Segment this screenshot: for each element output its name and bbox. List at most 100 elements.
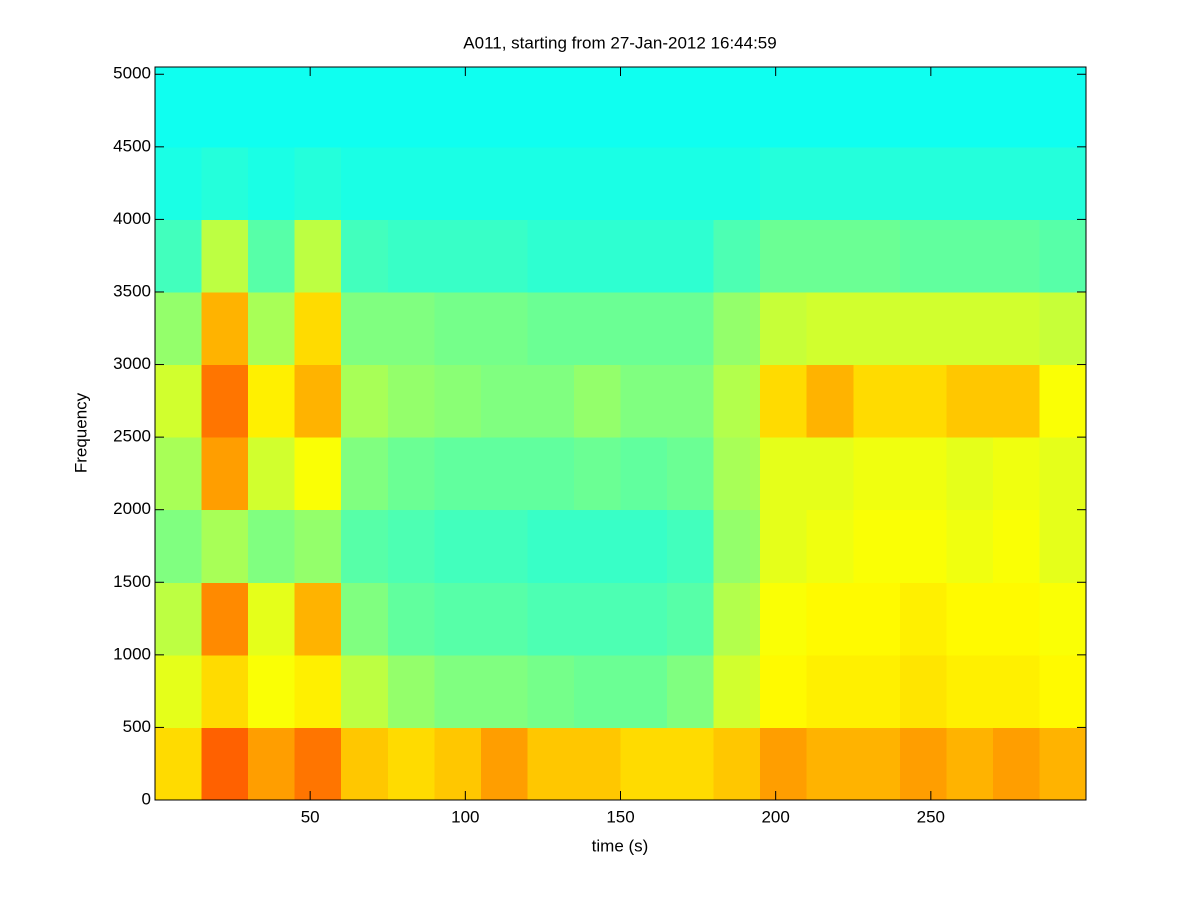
cell — [806, 364, 854, 438]
cell — [713, 727, 761, 801]
cell — [527, 291, 575, 366]
cell — [853, 291, 901, 366]
cell — [992, 437, 1040, 511]
y-tick-label: 3500 — [113, 281, 151, 300]
cell — [480, 219, 528, 293]
cell — [667, 146, 715, 220]
cell — [573, 146, 621, 220]
cell — [527, 582, 575, 656]
cell — [527, 654, 575, 728]
cell — [480, 437, 528, 511]
cell — [155, 727, 203, 801]
cell — [155, 582, 203, 656]
cell — [341, 67, 389, 148]
cell — [667, 582, 715, 656]
cell — [434, 582, 482, 656]
cell — [760, 67, 808, 148]
cell — [899, 146, 947, 220]
cell — [992, 291, 1040, 366]
cell — [946, 582, 994, 656]
cell — [992, 67, 1040, 148]
cell — [434, 509, 482, 583]
cell — [201, 437, 249, 511]
cell — [573, 582, 621, 656]
cell — [434, 437, 482, 511]
cell — [853, 219, 901, 293]
cell — [946, 654, 994, 728]
x-tick-label: 50 — [301, 807, 320, 826]
cell — [155, 437, 203, 511]
cell — [946, 291, 994, 366]
cell — [341, 727, 389, 801]
cell — [387, 291, 435, 366]
cell — [899, 509, 947, 583]
cell — [806, 727, 854, 801]
x-tick-label: 100 — [451, 807, 479, 826]
cell — [806, 146, 854, 220]
cell — [341, 509, 389, 583]
cell — [806, 654, 854, 728]
cell — [1039, 67, 1087, 148]
y-tick-label: 5000 — [113, 64, 151, 83]
cell — [341, 219, 389, 293]
cell — [667, 509, 715, 583]
cell — [946, 67, 994, 148]
cell — [480, 509, 528, 583]
cell — [248, 654, 296, 728]
cell — [527, 509, 575, 583]
cell — [248, 146, 296, 220]
heatmap-cells — [155, 67, 1087, 801]
cell — [853, 437, 901, 511]
y-tick-label: 4500 — [113, 136, 151, 155]
cell — [713, 437, 761, 511]
cell — [434, 654, 482, 728]
cell — [1039, 582, 1087, 656]
cell — [760, 727, 808, 801]
cell — [480, 67, 528, 148]
cell — [806, 67, 854, 148]
cell — [667, 437, 715, 511]
cell — [387, 727, 435, 801]
y-axis-label: Frequency — [71, 392, 90, 473]
cell — [387, 219, 435, 293]
cell — [620, 67, 668, 148]
cell — [853, 67, 901, 148]
cell — [527, 437, 575, 511]
y-tick-label: 2000 — [113, 499, 151, 518]
cell — [527, 364, 575, 438]
cell — [853, 582, 901, 656]
cell — [480, 364, 528, 438]
cell — [992, 146, 1040, 220]
cell — [1039, 364, 1087, 438]
cell — [760, 654, 808, 728]
cell — [573, 654, 621, 728]
cell — [899, 582, 947, 656]
cell — [201, 219, 249, 293]
cell — [667, 67, 715, 148]
cell — [387, 364, 435, 438]
cell — [992, 364, 1040, 438]
cell — [620, 582, 668, 656]
cell — [899, 219, 947, 293]
cell — [713, 291, 761, 366]
cell — [760, 364, 808, 438]
cell — [806, 291, 854, 366]
cell — [294, 364, 342, 438]
cell — [853, 509, 901, 583]
x-tick-label: 250 — [917, 807, 945, 826]
cell — [620, 219, 668, 293]
y-tick-label: 1500 — [113, 572, 151, 591]
cell — [248, 509, 296, 583]
cell — [294, 654, 342, 728]
cell — [713, 582, 761, 656]
cell — [992, 219, 1040, 293]
cell — [620, 364, 668, 438]
cell — [248, 727, 296, 801]
y-tick-label: 1000 — [113, 644, 151, 663]
cell — [667, 654, 715, 728]
cell — [853, 146, 901, 220]
cell — [294, 509, 342, 583]
cell — [248, 219, 296, 293]
cell — [899, 654, 947, 728]
cell — [667, 364, 715, 438]
